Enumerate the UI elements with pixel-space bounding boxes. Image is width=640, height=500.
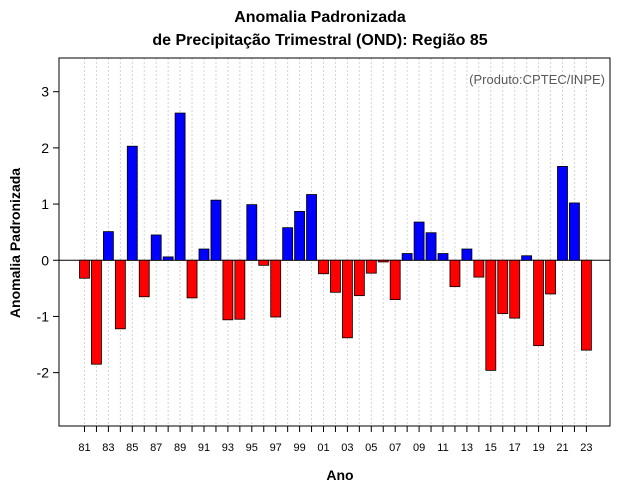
x-tick-label: 09	[413, 442, 425, 454]
x-tick-label: 95	[246, 442, 258, 454]
bar-2004	[353, 259, 365, 297]
bar-1995	[246, 204, 258, 261]
y-tick-label: 3	[41, 84, 49, 100]
bar-1997	[270, 259, 282, 318]
bar-2014	[473, 259, 485, 278]
bar-1992	[210, 199, 222, 261]
x-tick-label: 01	[317, 442, 329, 454]
y-tick-label: 2	[41, 140, 49, 156]
bar-2002	[330, 259, 341, 293]
bar-2009	[413, 221, 425, 261]
bar-1983	[103, 231, 114, 261]
x-tick-label: 11	[437, 442, 448, 454]
bar-1993	[222, 259, 234, 321]
bar-2005	[365, 259, 377, 274]
bar-1990	[186, 259, 198, 299]
x-tick-label: 07	[389, 442, 401, 454]
bar-1999	[294, 210, 306, 261]
x-tick-label: 19	[532, 442, 544, 454]
bar-2018	[521, 255, 533, 261]
bar-1984	[114, 259, 126, 330]
bar-1982	[91, 259, 102, 365]
chart-title: Anomalia Padronizada	[234, 9, 406, 26]
bar-2017	[509, 259, 521, 319]
bar-2022	[569, 202, 580, 261]
bar-1988	[162, 256, 174, 261]
bar-1994	[234, 259, 246, 320]
x-tick-label: 91	[198, 442, 210, 454]
bar-2003	[341, 259, 353, 339]
bar-2021	[557, 166, 568, 261]
bar-2023	[581, 259, 592, 351]
x-tick-label: 17	[509, 442, 521, 454]
x-axis-label: Ano	[326, 467, 354, 483]
bar-1996	[258, 259, 270, 266]
bar-1991	[198, 248, 210, 261]
bar-1998	[282, 227, 294, 261]
x-tick-label: 85	[126, 442, 138, 454]
x-tick-label: 89	[174, 442, 186, 454]
x-tick-label: 03	[341, 442, 353, 454]
bar-2019	[533, 259, 544, 347]
bar-1981	[79, 259, 90, 279]
bar-2010	[425, 232, 437, 261]
bar-1987	[150, 234, 162, 261]
bar-2000	[306, 194, 317, 261]
bar-2008	[401, 253, 413, 261]
y-axis-label: Anomalia Padronizada	[7, 167, 23, 319]
y-tick-label: 0	[41, 252, 49, 268]
y-tick-label: -2	[37, 365, 50, 381]
bar-1986	[138, 259, 150, 298]
bar-2012	[449, 259, 461, 288]
y-tick-label: -1	[37, 308, 50, 324]
chart-subtitle: de Precipitação Trimestral (OND): Região…	[152, 32, 488, 49]
bar-2001	[318, 259, 329, 275]
bar-2015	[485, 259, 497, 371]
x-tick-label: 23	[580, 442, 592, 454]
x-tick-label: 81	[78, 442, 90, 454]
x-tick-label: 05	[365, 442, 377, 454]
x-tick-label: 15	[485, 442, 497, 454]
x-tick-label: 13	[461, 442, 473, 454]
source-annotation: (Produto:CPTEC/INPE)	[469, 72, 605, 87]
bar-2011	[437, 253, 449, 261]
bar-1985	[126, 145, 138, 261]
x-tick-label: 21	[556, 442, 568, 454]
y-tick-label: 1	[41, 196, 49, 212]
bar-2007	[389, 259, 401, 300]
x-tick-label: 99	[293, 442, 305, 454]
bar-2013	[461, 248, 473, 261]
bar-2006	[377, 259, 389, 263]
x-tick-label: 93	[222, 442, 234, 454]
bar-1989	[174, 112, 186, 261]
bar-2016	[497, 259, 509, 315]
x-tick-label: 83	[102, 442, 114, 454]
plot-frame	[58, 57, 611, 427]
x-tick-label: 87	[150, 442, 162, 454]
bar-2020	[545, 259, 556, 295]
x-tick-label: 97	[270, 442, 282, 454]
